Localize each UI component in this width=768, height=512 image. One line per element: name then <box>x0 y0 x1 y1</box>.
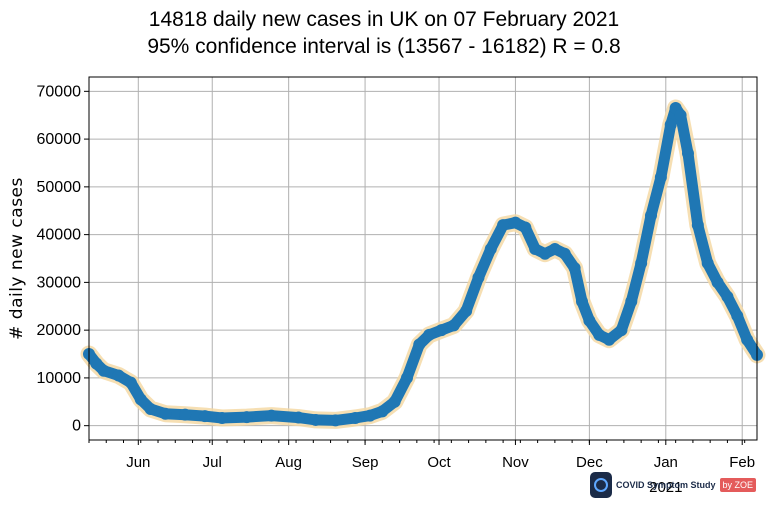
y-tick-label: 40000 <box>37 227 82 244</box>
confidence-band <box>80 99 766 429</box>
data-point <box>423 328 436 341</box>
x-tick-label: Aug <box>275 454 302 471</box>
data-point <box>179 408 192 421</box>
data-point <box>593 328 606 341</box>
data-point <box>265 409 278 422</box>
data-point <box>472 271 485 284</box>
data-point <box>134 393 147 406</box>
chart-title: 14818 daily new cases in UK on 07 Februa… <box>148 8 620 31</box>
data-point <box>376 405 389 418</box>
data-point <box>460 305 473 318</box>
data-point <box>691 219 704 232</box>
x-tick-label: Nov <box>502 454 529 471</box>
x-tick-label: Oct <box>427 454 451 471</box>
tick-layer: 0 10000 20000 30000 40000 50000 60000 70000 Jun J… <box>37 83 756 471</box>
y-tick-label: 10000 <box>37 370 82 387</box>
data-point <box>400 371 413 384</box>
x-tick-label: Sep <box>352 454 379 471</box>
data-point <box>90 357 103 370</box>
data-point <box>292 411 305 424</box>
data-point <box>654 171 667 184</box>
x-tick-label: Jul <box>203 454 222 471</box>
data-point <box>388 395 401 408</box>
data-point <box>711 276 724 289</box>
x-tick-label: Dec <box>576 454 603 471</box>
data-point <box>97 364 110 377</box>
x-tick-label: Jan <box>654 454 678 471</box>
data-point <box>681 147 694 160</box>
data-point <box>519 221 532 234</box>
data-point <box>198 410 211 423</box>
data-point <box>447 319 460 332</box>
data-point <box>484 242 497 255</box>
plot-frame <box>88 76 758 441</box>
data-point <box>548 242 561 255</box>
logo-icon <box>590 472 612 498</box>
data-point <box>159 407 172 420</box>
data-point <box>329 414 342 427</box>
y-tick-label: 70000 <box>37 83 82 100</box>
data-point <box>509 216 522 229</box>
data-point <box>701 257 714 270</box>
data-point <box>583 314 596 327</box>
year-label: 2021 <box>649 479 682 496</box>
data-point <box>124 376 137 389</box>
data-point <box>674 109 687 122</box>
data-point <box>603 333 616 346</box>
logo-badge: by ZOE <box>719 478 757 492</box>
data-point <box>364 409 377 422</box>
data-point <box>635 257 648 270</box>
data-point <box>568 262 581 275</box>
data-point <box>497 219 510 232</box>
x-tick-label: Feb <box>729 454 755 471</box>
data-point <box>413 338 426 351</box>
data-point <box>216 412 229 425</box>
data-point <box>731 309 744 322</box>
data-point <box>645 209 658 222</box>
y-tick-label: 0 <box>72 418 81 435</box>
y-tick-label: 30000 <box>37 274 82 291</box>
chart-subtitle: 95% confidence interval is (13567 - 1618… <box>147 35 621 58</box>
data-point <box>529 242 542 255</box>
data-point <box>721 290 734 303</box>
y-axis-label: # daily new cases <box>7 177 27 340</box>
grid <box>89 77 757 440</box>
data-point <box>435 324 448 337</box>
covid-symptom-study-logo: COVID Symptom Study by ZOE <box>590 472 757 498</box>
data-point <box>539 247 552 260</box>
y-tick-label: 20000 <box>37 322 82 339</box>
data-point <box>575 295 588 308</box>
data-point <box>741 333 754 346</box>
data-point <box>349 412 362 425</box>
data-point <box>615 324 628 337</box>
series-layer <box>83 102 763 427</box>
y-tick-label: 50000 <box>37 179 82 196</box>
data-point <box>240 411 253 424</box>
data-point <box>625 295 638 308</box>
data-point <box>664 118 677 131</box>
x-tick-label: Jun <box>126 454 150 471</box>
confidence-band-layer <box>80 99 766 429</box>
data-point <box>144 402 157 415</box>
data-point <box>309 413 322 426</box>
data-point <box>112 369 125 382</box>
logo-text: COVID Symptom Study <box>616 480 716 490</box>
data-point <box>558 247 571 260</box>
y-tick-label: 60000 <box>37 131 82 148</box>
